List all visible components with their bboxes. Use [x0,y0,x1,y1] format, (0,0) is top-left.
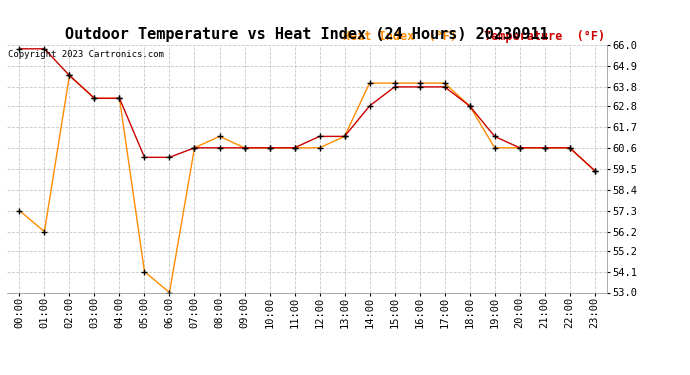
Text: Copyright 2023 Cartronics.com: Copyright 2023 Cartronics.com [8,50,164,59]
Heat Index  (°F) [515,146,524,150]
Temperature  (°F) [266,146,274,150]
Heat Index  (°F) [466,104,474,108]
Temperature  (°F) [315,134,324,139]
Heat Index  (°F) [15,209,23,213]
Heat Index  (°F) [566,146,574,150]
Temperature  (°F) [40,46,48,51]
Heat Index  (°F) [140,269,148,274]
Line: Heat Index  (°F): Heat Index (°F) [16,72,598,296]
Temperature  (°F) [90,96,99,100]
Heat Index  (°F) [391,81,399,86]
Heat Index  (°F) [240,146,248,150]
Heat Index  (°F) [366,81,374,86]
Heat Index  (°F) [340,134,348,139]
Temperature  (°F) [466,104,474,108]
Text: Heat Index  (°F): Heat Index (°F) [343,30,457,42]
Temperature  (°F) [491,134,499,139]
Heat Index  (°F) [190,146,199,150]
Temperature  (°F) [566,146,574,150]
Temperature  (°F) [240,146,248,150]
Temperature  (°F) [515,146,524,150]
Line: Temperature  (°F): Temperature (°F) [16,45,598,174]
Temperature  (°F) [115,96,124,100]
Temperature  (°F) [215,146,224,150]
Temperature  (°F) [66,73,74,78]
Text: Temperature  (°F): Temperature (°F) [484,30,605,42]
Temperature  (°F) [366,104,374,108]
Temperature  (°F) [166,155,174,160]
Heat Index  (°F) [591,168,599,173]
Heat Index  (°F) [166,290,174,295]
Temperature  (°F) [540,146,549,150]
Heat Index  (°F) [115,96,124,100]
Temperature  (°F) [15,46,23,51]
Heat Index  (°F) [266,146,274,150]
Temperature  (°F) [415,85,424,89]
Heat Index  (°F) [415,81,424,86]
Heat Index  (°F) [290,146,299,150]
Temperature  (°F) [290,146,299,150]
Heat Index  (°F) [440,81,449,86]
Heat Index  (°F) [540,146,549,150]
Temperature  (°F) [591,168,599,173]
Temperature  (°F) [391,85,399,89]
Heat Index  (°F) [40,230,48,234]
Temperature  (°F) [440,85,449,89]
Heat Index  (°F) [491,146,499,150]
Temperature  (°F) [140,155,148,160]
Heat Index  (°F) [315,146,324,150]
Title: Outdoor Temperature vs Heat Index (24 Hours) 20230911: Outdoor Temperature vs Heat Index (24 Ho… [66,27,549,42]
Temperature  (°F) [190,146,199,150]
Heat Index  (°F) [90,96,99,100]
Temperature  (°F) [340,134,348,139]
Heat Index  (°F) [215,134,224,139]
Heat Index  (°F) [66,73,74,78]
